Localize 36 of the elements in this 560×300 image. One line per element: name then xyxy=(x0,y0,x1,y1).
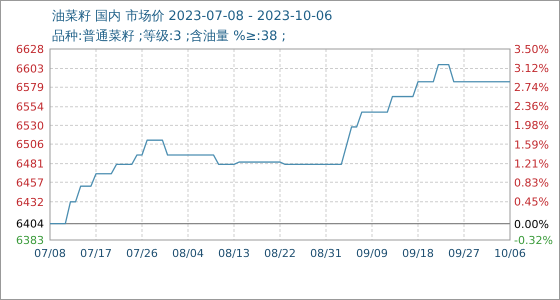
y-tick-label: 6506 xyxy=(16,138,44,152)
y2-tick-label: 3.12% xyxy=(514,62,549,75)
y-tick-label: 6481 xyxy=(16,158,44,171)
y2-tick-label: 0.45% xyxy=(514,196,549,208)
y2-tick-label: 0.83% xyxy=(514,176,549,190)
y2-tick-label: 1.59% xyxy=(514,138,549,152)
y2-tick-label: 1.21% xyxy=(514,158,549,170)
y2-tick-label: -0.32% xyxy=(514,234,553,247)
y-tick-label: 6457 xyxy=(16,176,44,190)
x-tick-label: 10/06 xyxy=(494,247,526,260)
y2-tick-label: 0.00% xyxy=(514,218,549,231)
x-tick-label: 08/31 xyxy=(310,247,342,260)
x-tick-label: 09/18 xyxy=(402,247,434,260)
y-tick-label: 6628 xyxy=(16,43,44,56)
y2-tick-label: 1.98% xyxy=(514,119,549,132)
x-tick-label: 09/09 xyxy=(356,247,388,260)
y-tick-label: 6579 xyxy=(16,81,44,94)
x-tick-label: 07/26 xyxy=(126,247,158,260)
chart-title: 油菜籽 国内 市场价 2023-07-08 - 2023-10-06 xyxy=(52,9,332,24)
y-tick-label: 6530 xyxy=(16,119,44,132)
y2-tick-label: 2.74% xyxy=(514,81,549,94)
y-tick-label: 6404 xyxy=(16,218,44,231)
x-tick-label: 09/27 xyxy=(448,247,480,260)
y-tick-label: 6432 xyxy=(16,196,44,209)
y2-tick-label: 3.50% xyxy=(514,43,549,56)
x-tick-label: 08/04 xyxy=(172,247,204,260)
x-tick-label: 07/17 xyxy=(80,247,112,260)
y-tick-label: 6603 xyxy=(16,62,44,76)
y2-tick-label: 2.36% xyxy=(514,100,549,113)
x-tick-label: 07/08 xyxy=(34,247,66,260)
y-tick-label: 6554 xyxy=(16,100,44,114)
chart-subtitle: 品种:普通菜籽 ;等级:3 ;含油量 %≥:38 ; xyxy=(52,28,286,44)
x-tick-label: 08/13 xyxy=(218,247,250,260)
line-series xyxy=(49,64,511,224)
y-tick-label: 6383 xyxy=(16,234,44,247)
x-tick-label: 08/22 xyxy=(264,247,296,260)
